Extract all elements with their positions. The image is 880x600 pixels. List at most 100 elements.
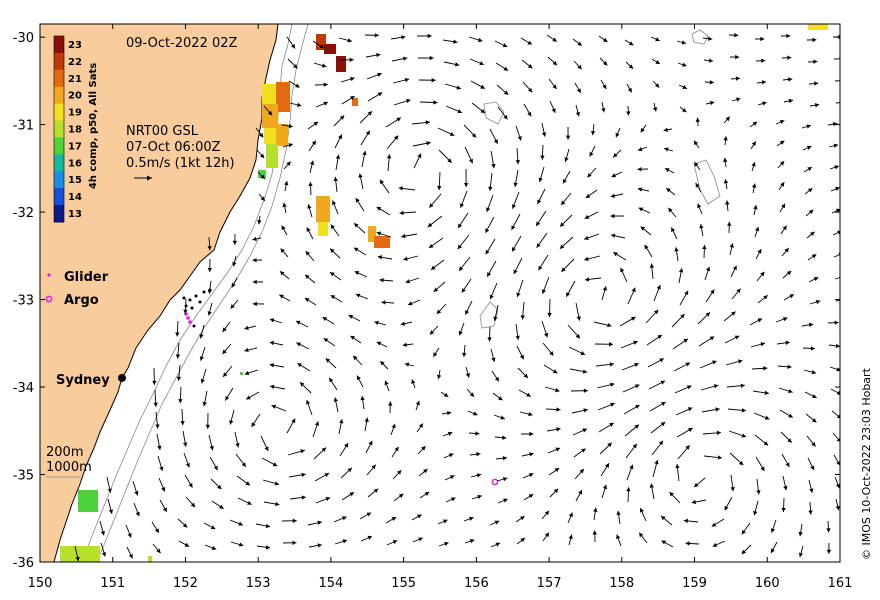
current-arrowhead xyxy=(682,85,687,89)
current-arrowhead xyxy=(665,168,670,173)
current-arrowhead xyxy=(241,462,246,467)
current-arrowhead xyxy=(205,424,210,429)
current-arrowhead xyxy=(269,340,275,346)
current-arrowhead xyxy=(638,207,644,212)
current-arrowhead xyxy=(741,433,747,438)
current-arrowhead xyxy=(364,417,369,423)
current-arrowhead xyxy=(725,116,730,122)
current-arrowhead xyxy=(244,325,249,331)
current-arrowhead xyxy=(659,358,664,363)
current-arrowhead xyxy=(128,553,133,559)
current-arrowhead xyxy=(511,225,516,230)
current-arrowhead xyxy=(373,488,379,493)
current-arrowhead xyxy=(411,379,416,384)
current-arrowhead xyxy=(209,445,214,451)
current-arrowhead xyxy=(815,299,821,305)
current-arrowhead xyxy=(344,443,349,448)
current-arrowhead xyxy=(462,352,467,357)
current-arrowhead xyxy=(787,438,792,443)
current-arrowhead xyxy=(632,443,637,449)
current-arrowhead xyxy=(502,477,508,482)
current-arrowhead xyxy=(715,407,720,412)
current-arrowhead xyxy=(443,392,449,397)
x-tick-label: 158 xyxy=(609,576,634,591)
argo-legend-marker xyxy=(45,295,53,303)
current-arrowhead xyxy=(292,540,297,546)
current-arrowhead xyxy=(301,495,306,500)
current-arrowhead xyxy=(493,139,498,144)
current-arrowhead xyxy=(259,153,265,159)
current-arrowhead xyxy=(461,288,466,293)
current-arrowhead xyxy=(354,271,360,276)
current-arrowhead xyxy=(727,221,732,226)
current-arrowhead xyxy=(324,473,330,478)
current-arrowhead xyxy=(751,183,757,188)
current-arrowhead xyxy=(837,230,840,235)
current-arrowhead xyxy=(309,160,315,166)
current-arrowhead xyxy=(489,294,494,300)
current-arrowhead xyxy=(475,431,480,436)
current-arrowhead xyxy=(408,301,413,306)
current-arrowhead xyxy=(431,265,436,270)
current-arrowhead xyxy=(223,372,228,377)
current-arrowhead xyxy=(810,465,815,471)
current-arrowhead xyxy=(555,447,561,452)
current-arrowhead xyxy=(238,542,244,547)
current-arrowhead xyxy=(584,277,590,282)
current-arrowhead xyxy=(678,268,684,273)
current-arrowhead xyxy=(610,213,615,219)
current-arrowhead xyxy=(734,335,740,340)
current-arrowhead xyxy=(626,111,631,116)
current-arrowhead xyxy=(610,233,616,238)
current-arrowhead xyxy=(583,408,588,413)
current-arrowhead xyxy=(712,542,718,547)
current-arrowhead xyxy=(834,165,839,170)
current-arrowhead xyxy=(782,317,788,322)
current-arrowhead xyxy=(252,236,257,242)
current-arrowhead xyxy=(284,181,289,186)
current-arrowhead xyxy=(628,64,634,69)
current-arrowhead xyxy=(502,435,507,440)
current-arrowhead xyxy=(491,357,496,362)
current-arrowhead xyxy=(264,446,269,452)
current-arrowhead xyxy=(840,275,844,279)
current-arrowhead xyxy=(807,167,812,172)
current-arrowhead xyxy=(780,182,785,187)
current-arrowhead xyxy=(613,252,618,257)
current-arrowhead xyxy=(616,534,621,540)
current-arrowhead xyxy=(217,484,222,490)
current-arrowhead xyxy=(519,354,524,360)
current-arrowhead xyxy=(459,203,465,208)
current-arrowhead xyxy=(511,247,516,252)
current-arrowhead xyxy=(152,380,157,385)
current-arrowhead xyxy=(107,488,112,493)
current-arrowhead xyxy=(398,186,403,191)
current-arrowhead xyxy=(314,421,320,426)
current-arrowhead xyxy=(355,198,360,203)
colorbar-swatch xyxy=(54,171,64,189)
colorbar-swatch xyxy=(54,188,64,206)
current-arrowhead xyxy=(755,226,760,232)
current-arrowhead xyxy=(379,278,384,283)
current-arrowhead xyxy=(553,488,559,494)
current-arrowhead xyxy=(841,100,845,104)
current-arrowhead xyxy=(536,221,541,226)
current-arrowhead xyxy=(639,508,644,513)
current-arrowhead xyxy=(576,316,581,321)
current-arrowhead xyxy=(761,58,766,63)
current-arrowhead xyxy=(585,193,591,199)
current-arrowhead xyxy=(403,256,408,261)
current-arrowhead xyxy=(713,384,719,389)
current-arrowhead xyxy=(686,385,692,390)
current-arrowhead xyxy=(401,35,406,40)
current-arrowhead xyxy=(708,58,714,63)
current-arrowhead xyxy=(185,462,190,468)
current-arrowhead xyxy=(691,499,696,505)
scale-arrow xyxy=(134,175,152,181)
current-scale-label: 0.5m/s (1kt 12h) xyxy=(126,156,235,171)
current-arrowhead xyxy=(528,494,534,499)
current-source-line2: 07-Oct 06:00Z xyxy=(126,140,221,155)
current-arrowhead xyxy=(347,38,352,43)
current-arrowhead xyxy=(157,445,162,450)
current-arrowhead xyxy=(649,483,655,488)
